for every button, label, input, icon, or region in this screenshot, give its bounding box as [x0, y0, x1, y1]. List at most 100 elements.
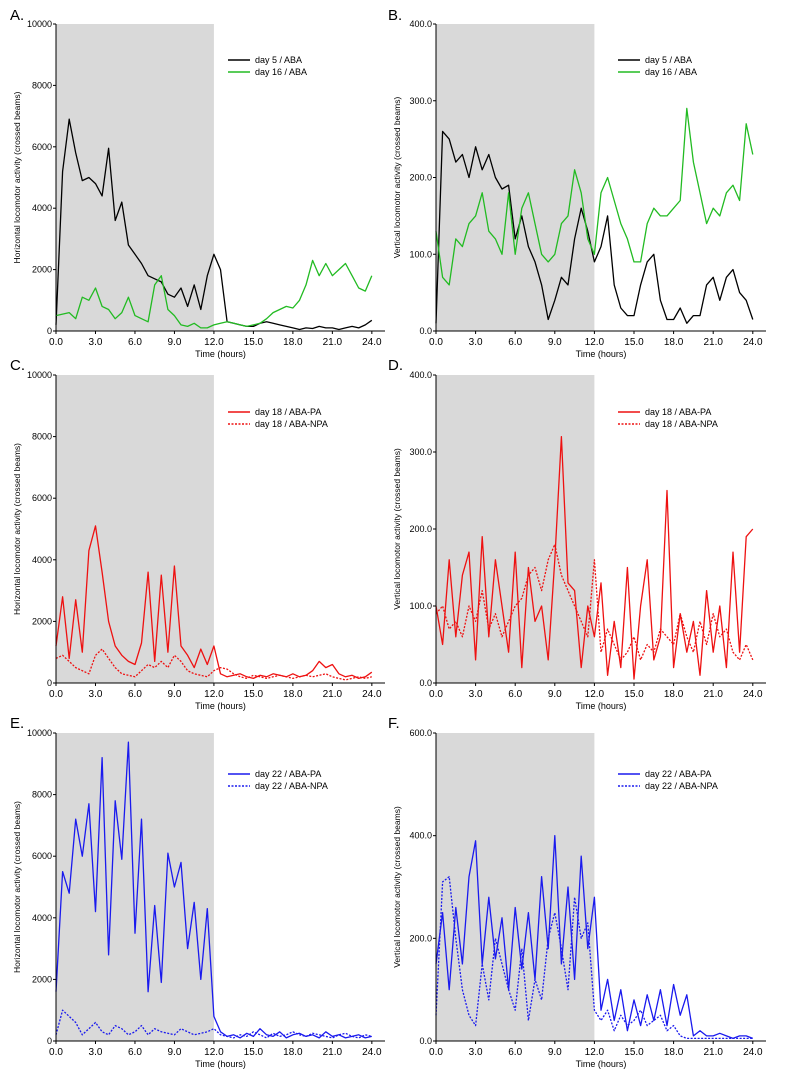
- y-tick-label: 2000: [32, 616, 52, 626]
- x-tick-label: 12.0: [585, 689, 605, 700]
- legend-label: day 22 / ABA-PA: [645, 769, 711, 779]
- series-line-2: [435, 107, 754, 286]
- x-tick-label: 12.0: [585, 1047, 605, 1058]
- x-tick-label: 15.0: [244, 1047, 264, 1058]
- y-tick-label: 300.0: [409, 447, 432, 457]
- chart-panel-b: 0.0 100.0 200.0 300.0 400.0 0.0 3.0 6.0 9.0 12.0 1…: [388, 7, 766, 359]
- x-tick-label: 9.0: [167, 1047, 181, 1058]
- x-tick-label: 24.0: [362, 337, 382, 348]
- series-line-1: [435, 835, 754, 1040]
- y-tick-label: 10000: [27, 728, 52, 738]
- x-axis-label: Time (hours): [195, 349, 246, 359]
- x-tick-label: 24.0: [362, 689, 382, 700]
- legend-label: day 18 / ABA-PA: [645, 407, 711, 417]
- x-tick-label: 21.0: [323, 337, 343, 348]
- x-tick-label: 18.0: [283, 337, 303, 348]
- y-tick-label: 6000: [32, 142, 52, 152]
- x-axis-label: Time (hours): [576, 701, 627, 711]
- series-line-2: [435, 876, 753, 1040]
- chart-panel-f: 0.0 200.0 400.0 600.0 0.0 3.0 6.0 9.0 12.0 15.0 18…: [388, 715, 766, 1069]
- y-tick-label: 0: [47, 326, 52, 336]
- series-line-1: [55, 525, 373, 680]
- y-tick-label: 0.0: [419, 1036, 432, 1046]
- x-tick-label: 12.0: [585, 337, 605, 348]
- series-line-1: [435, 130, 754, 324]
- x-tick-label: 18.0: [664, 689, 684, 700]
- series-line-2: [435, 543, 754, 661]
- x-tick-label: 21.0: [703, 1047, 723, 1058]
- y-tick-label: 4000: [32, 555, 52, 565]
- x-tick-label: 21.0: [703, 689, 723, 700]
- panel-letter: B.: [388, 7, 402, 24]
- y-tick-label: 4000: [32, 203, 52, 213]
- x-tick-label: 0.0: [429, 337, 443, 348]
- legend-label: day 22 / ABA-NPA: [255, 781, 328, 791]
- x-axis-label: Time (hours): [195, 1059, 246, 1069]
- y-tick-label: 600.0: [409, 728, 432, 738]
- y-tick-label: 10000: [27, 370, 52, 380]
- series-line-1: [435, 435, 754, 680]
- x-tick-label: 6.0: [508, 1047, 522, 1058]
- panel-letter: C.: [10, 357, 25, 374]
- dark-phase-shading: [56, 24, 214, 331]
- y-tick-label: 300.0: [409, 96, 432, 106]
- x-axis-label: Time (hours): [195, 701, 246, 711]
- x-tick-label: 15.0: [624, 337, 644, 348]
- y-tick-label: 0: [47, 1036, 52, 1046]
- y-tick-label: 0.0: [419, 678, 432, 688]
- x-tick-label: 3.0: [469, 337, 483, 348]
- legend-label: day 18 / ABA-NPA: [255, 419, 328, 429]
- x-tick-label: 18.0: [664, 337, 684, 348]
- x-tick-label: 12.0: [204, 337, 224, 348]
- legend-label: day 5 / ABA: [255, 55, 302, 65]
- x-tick-label: 6.0: [128, 337, 142, 348]
- y-tick-label: 8000: [32, 80, 52, 90]
- y-tick-label: 0.0: [419, 326, 432, 336]
- x-tick-label: 24.0: [362, 1047, 382, 1058]
- x-tick-label: 6.0: [128, 1047, 142, 1058]
- dark-phase-shading: [56, 733, 214, 1041]
- x-tick-label: 0.0: [429, 689, 443, 700]
- x-tick-label: 24.0: [743, 1047, 763, 1058]
- x-tick-label: 21.0: [703, 337, 723, 348]
- x-tick-label: 9.0: [548, 689, 562, 700]
- x-tick-label: 15.0: [244, 337, 264, 348]
- y-tick-label: 100.0: [409, 249, 432, 259]
- x-tick-label: 18.0: [283, 689, 303, 700]
- x-axis-label: Time (hours): [576, 349, 627, 359]
- series-line-1: [55, 118, 373, 331]
- chart-panel-a: 0 2000 4000 6000 8000 10000 0.0 3.0 6.0 9.0 12.0 15…: [10, 7, 385, 359]
- x-tick-label: 9.0: [548, 337, 562, 348]
- x-tick-label: 9.0: [167, 337, 181, 348]
- x-tick-label: 0.0: [49, 1047, 63, 1058]
- x-tick-label: 6.0: [128, 689, 142, 700]
- chart-panel-c: 0 2000 4000 6000 8000 10000 0.0 3.0 6.0 9.0 12.0 15…: [10, 357, 385, 711]
- y-tick-label: 400.0: [409, 370, 432, 380]
- legend-label: day 22 / ABA-NPA: [645, 781, 718, 791]
- y-tick-label: 8000: [32, 790, 52, 800]
- dark-phase-shading: [436, 733, 595, 1041]
- y-tick-label: 0: [47, 678, 52, 688]
- y-tick-label: 200.0: [409, 933, 432, 943]
- y-axis-label: Horizontal locomotor activity (crossed b…: [12, 443, 22, 615]
- y-tick-label: 6000: [32, 493, 52, 503]
- y-axis-label: Horizontal locomotor activity (crossed b…: [12, 91, 22, 263]
- y-tick-label: 200.0: [409, 173, 432, 183]
- x-tick-label: 3.0: [469, 689, 483, 700]
- x-tick-label: 24.0: [743, 689, 763, 700]
- x-tick-label: 18.0: [664, 1047, 684, 1058]
- series-line-2: [55, 1009, 372, 1039]
- y-tick-label: 10000: [27, 19, 52, 29]
- legend-label: day 16 / ABA: [255, 67, 307, 77]
- panel-letter: F.: [388, 715, 400, 732]
- x-tick-label: 12.0: [204, 689, 224, 700]
- dark-phase-shading: [436, 375, 595, 683]
- legend-label: day 16 / ABA: [645, 67, 697, 77]
- series-line-1: [55, 741, 372, 1039]
- panel-letter: E.: [10, 715, 24, 732]
- chart-panel-d: 0.0 100.0 200.0 300.0 400.0 0.0 3.0 6.0 9.0 12.0 1…: [388, 357, 766, 711]
- x-tick-label: 24.0: [743, 337, 763, 348]
- legend-label: day 5 / ABA: [645, 55, 692, 65]
- x-tick-label: 3.0: [89, 1047, 103, 1058]
- y-tick-label: 6000: [32, 851, 52, 861]
